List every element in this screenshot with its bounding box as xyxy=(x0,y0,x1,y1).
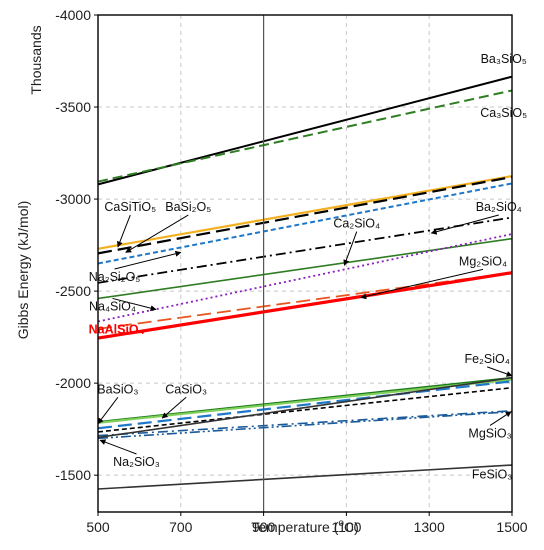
y-tick-label: -2500 xyxy=(55,283,91,299)
series-lines xyxy=(97,15,513,512)
y-units-label: Thousands xyxy=(28,25,44,94)
series-line-mgsio3-b xyxy=(97,409,513,437)
series-label: BaSi₂O₅ xyxy=(165,200,211,214)
series-label: CaSiTiO₅ xyxy=(104,200,156,214)
series-label: Ca₂SiO₄ xyxy=(333,217,380,231)
x-axis-label-tail: C) xyxy=(344,519,359,535)
series-line-ba3sio5 xyxy=(97,75,513,186)
series-line-fe-other xyxy=(97,376,513,439)
annotation-arrow xyxy=(343,231,358,266)
series-label: CaSiO₃ xyxy=(165,382,207,396)
x-tick-label: 1100 xyxy=(331,519,361,535)
y-tick-label: -2000 xyxy=(55,375,91,391)
series-label: Na₄SiO₄ xyxy=(89,299,136,313)
series-label: NaAlSiO₄ xyxy=(89,322,145,336)
series-line-na2sio3 xyxy=(97,386,513,433)
annotation-arrow xyxy=(161,396,187,419)
axes: 500 700 900 1100 1300 1500 -4000 -3500 -3000 -250… xyxy=(55,7,528,535)
x-tick-label: 1300 xyxy=(414,519,445,535)
x-axis-label-main: Temperature ( xyxy=(251,519,338,535)
y-axis-label: Gibbs Energy (kJ/mol) xyxy=(15,201,31,339)
y-tick-label: -1500 xyxy=(55,467,91,483)
annotation-arrow xyxy=(486,366,513,377)
series-line-ca2sio4 xyxy=(97,237,513,300)
annotation-arrow xyxy=(99,439,137,455)
series-label: Na₂Si₂O₅ xyxy=(89,270,141,284)
series-label: BaSiO₃ xyxy=(97,382,138,396)
series-line-na4sio4 xyxy=(97,233,513,323)
series-line-fesio3 xyxy=(97,464,513,490)
series-label: Mg₂SiO₄ xyxy=(459,254,507,268)
series-label: Ba₂SiO₄ xyxy=(476,200,522,214)
annotation-arrow xyxy=(114,250,182,270)
x-axis-label: Temperature (oC) xyxy=(251,518,359,535)
series-line-naalsio4 xyxy=(97,271,513,340)
x-tick-label: 700 xyxy=(169,519,193,535)
series-line-casitio5 xyxy=(97,174,513,250)
series-line-ca3sio5 xyxy=(97,89,513,183)
series-label: Ca₃SiO₅ xyxy=(480,106,527,120)
x-tick-label: 900 xyxy=(252,519,276,535)
annotation-arrow xyxy=(97,396,119,425)
y-tick-label: -4000 xyxy=(55,7,91,23)
series-line-na2si2o5 xyxy=(97,182,513,265)
series-label: Fe₂SiO₄ xyxy=(464,352,509,366)
annotation-arrow xyxy=(430,214,499,235)
plot-frame xyxy=(97,14,513,513)
series-label: Ba₃SiO₅ xyxy=(481,52,527,66)
grid xyxy=(98,15,512,512)
x-axis-label-sup: o xyxy=(338,518,344,529)
series-label: Na₂SiO₃ xyxy=(113,455,160,469)
series-line-basi2o5 xyxy=(97,175,513,255)
y-tick-label: -3500 xyxy=(55,99,91,115)
series-line-casio3 xyxy=(97,380,513,430)
x-tick-label: 500 xyxy=(86,519,110,535)
annotation-arrow xyxy=(489,411,512,426)
x-tick-label: 1500 xyxy=(496,519,527,535)
series-line-mgsio3 xyxy=(97,410,513,440)
series-line-ba2sio4 xyxy=(97,216,513,284)
y-tick-label: -3000 xyxy=(55,191,91,207)
series-label: FeSiO₃ xyxy=(472,467,513,481)
annotation-arrow xyxy=(125,214,189,253)
annotation-arrow xyxy=(360,268,484,300)
series-label: MgSiO₃ xyxy=(468,426,511,440)
annotations: Ba₃SiO₅ Ca₃SiO₅ CaSiTiO₅ BaSi₂O₅ Na₂Si₂O₅ Ba₂… xyxy=(89,52,528,481)
annotation-arrow xyxy=(117,214,131,248)
annotation-arrow xyxy=(112,297,157,312)
